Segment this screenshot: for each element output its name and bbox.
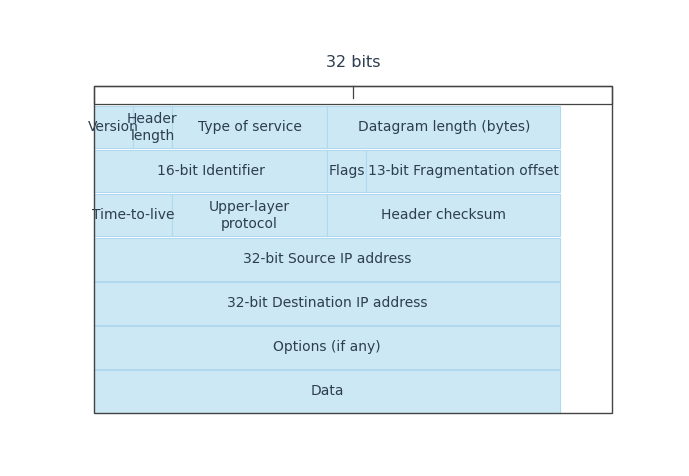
- Bar: [94, 150, 327, 192]
- Bar: [94, 238, 560, 280]
- Text: Header
length: Header length: [127, 111, 178, 143]
- Bar: [94, 326, 560, 368]
- Bar: [327, 194, 560, 237]
- Text: Upper-layer
protocol: Upper-layer protocol: [209, 199, 290, 231]
- Bar: [94, 194, 172, 237]
- Text: 32 bits: 32 bits: [326, 55, 380, 70]
- Text: Datagram length (bytes): Datagram length (bytes): [358, 120, 530, 134]
- Text: Version: Version: [88, 120, 139, 134]
- Bar: [172, 106, 327, 149]
- Text: Type of service: Type of service: [198, 120, 302, 134]
- Text: Header checksum: Header checksum: [381, 208, 506, 222]
- Text: Options (if any): Options (if any): [274, 340, 381, 355]
- Text: Data: Data: [311, 385, 344, 398]
- Bar: [94, 106, 133, 149]
- Bar: [327, 106, 560, 149]
- Text: Flags: Flags: [329, 164, 365, 178]
- Text: 13-bit Fragmentation offset: 13-bit Fragmentation offset: [368, 164, 559, 178]
- Bar: [172, 194, 327, 237]
- Bar: [94, 370, 560, 413]
- Bar: [327, 150, 366, 192]
- Text: 16-bit Identifier: 16-bit Identifier: [156, 164, 265, 178]
- Bar: [366, 150, 560, 192]
- Text: Time-to-live: Time-to-live: [92, 208, 174, 222]
- Bar: [94, 282, 560, 325]
- Text: 32-bit Destination IP address: 32-bit Destination IP address: [227, 297, 427, 310]
- Bar: [94, 87, 612, 413]
- Text: 32-bit Source IP address: 32-bit Source IP address: [243, 252, 411, 267]
- Bar: [133, 106, 172, 149]
- Bar: [94, 87, 612, 104]
